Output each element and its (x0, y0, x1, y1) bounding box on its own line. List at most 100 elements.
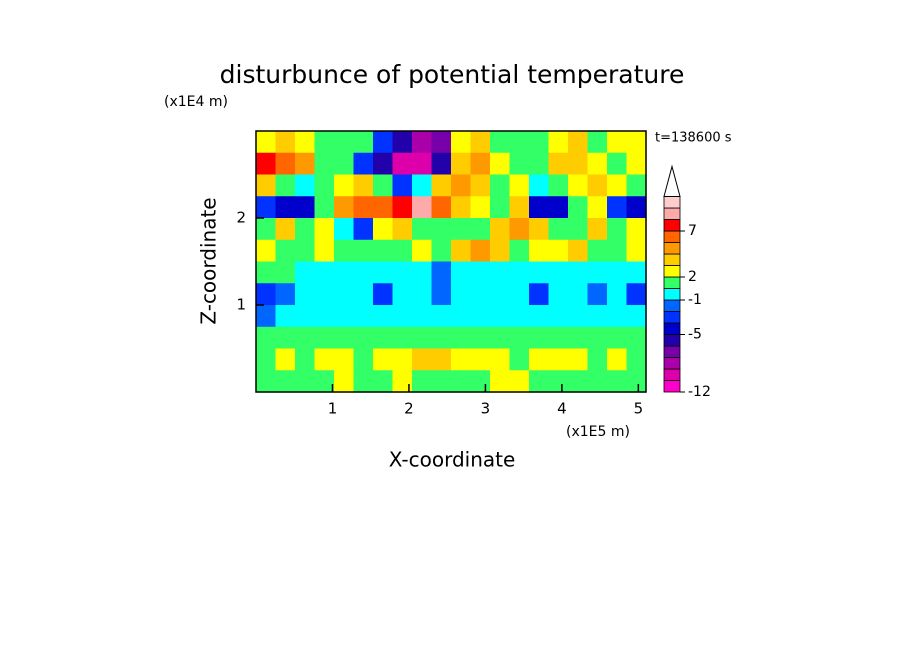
contour-cell (353, 326, 374, 350)
contour-cell (275, 261, 296, 284)
contour-cell (451, 283, 472, 306)
contour-cell (392, 196, 413, 219)
contour-cell (509, 283, 530, 306)
contour-cell (587, 174, 608, 197)
contour-cell (373, 218, 394, 241)
contour-cell (392, 218, 413, 241)
contour-cell (412, 348, 433, 371)
contour-cell (509, 305, 530, 328)
contour-cell (548, 196, 569, 219)
contour-cell (334, 261, 355, 284)
contour-cell (353, 261, 374, 284)
contour-cell (509, 348, 530, 371)
contour-cell (451, 218, 472, 241)
contour-cell (295, 152, 316, 176)
contour-cell (412, 370, 433, 393)
contour-cell (353, 196, 374, 219)
contour-cell (509, 370, 530, 393)
contour-cell (412, 218, 433, 241)
contour-cell (509, 218, 530, 241)
contour-cell (626, 239, 647, 263)
colorbar-tick-label: -5 (688, 327, 702, 343)
contour-cell (295, 239, 316, 263)
contour-cell (295, 261, 316, 284)
contour-cell (431, 174, 452, 197)
contour-cell (548, 283, 569, 306)
contour-cell (587, 152, 608, 176)
x-tick-label: 2 (404, 400, 414, 418)
contour-cell (587, 131, 608, 154)
contour-cell (334, 131, 355, 154)
contour-cell (548, 174, 569, 197)
contour-cell (529, 174, 550, 197)
x-tick-label: 5 (634, 400, 644, 418)
contour-cell (314, 239, 335, 263)
contour-cell (529, 348, 550, 371)
contour-cell (295, 131, 316, 154)
contour-cell (490, 370, 511, 393)
contour-cell (295, 283, 316, 306)
contour-cell (626, 326, 647, 350)
contour-cell (314, 174, 335, 197)
contour-cell (568, 326, 589, 350)
contour-cell (568, 370, 589, 393)
contour-cell (548, 152, 569, 176)
x-tick-label: 1 (328, 400, 338, 418)
contour-cell (568, 283, 589, 306)
contour-cell (490, 326, 511, 350)
contour-cell (275, 370, 296, 393)
contour-cell (626, 152, 647, 176)
contour-cell (431, 348, 452, 371)
contour-cell (353, 348, 374, 371)
colorbar-tick-label: -1 (688, 292, 702, 308)
contour-cell (275, 218, 296, 241)
contour-cell (451, 196, 472, 219)
contour-cell (568, 348, 589, 371)
contour-cell (373, 131, 394, 154)
contour-cell (334, 283, 355, 306)
x-axis-label: X-coordinate (389, 448, 516, 472)
contour-cell (353, 152, 374, 176)
contour-cell (412, 305, 433, 328)
contour-cell (275, 152, 296, 176)
contour-cell (451, 370, 472, 393)
contour-cell (470, 152, 491, 176)
contour-cell (392, 174, 413, 197)
contour-cell (353, 131, 374, 154)
contour-cell (275, 283, 296, 306)
contour-cell (295, 174, 316, 197)
contour-cell (314, 131, 335, 154)
contour-cell (353, 305, 374, 328)
contour-cell (412, 283, 433, 306)
contour-cell (431, 239, 452, 263)
contour-cell (607, 261, 628, 284)
contour-cell (334, 196, 355, 219)
contour-cell (314, 196, 335, 219)
contour-cell (314, 152, 335, 176)
contour-cell (451, 305, 472, 328)
contour-cell (431, 196, 452, 219)
contour-cell (275, 131, 296, 154)
contour-cell (412, 196, 433, 219)
contour-cell (607, 239, 628, 263)
contour-cell (392, 239, 413, 263)
contour-cell (470, 283, 491, 306)
contour-cell (334, 348, 355, 371)
contour-cell (626, 218, 647, 241)
contour-cell (275, 239, 296, 263)
contour-cell (373, 174, 394, 197)
contour-cell (607, 370, 628, 393)
contour-cell (587, 196, 608, 219)
contour-cell (412, 326, 433, 350)
x-tick-label: 4 (557, 400, 567, 418)
contour-cell (295, 326, 316, 350)
contour-cell (256, 348, 277, 371)
contour-cell (470, 305, 491, 328)
contour-cell (509, 239, 530, 263)
contour-cell (470, 196, 491, 219)
colorbar-band (663, 288, 681, 301)
contour-cell (431, 370, 452, 393)
contour-cell (470, 174, 491, 197)
contour-cell (529, 131, 550, 154)
